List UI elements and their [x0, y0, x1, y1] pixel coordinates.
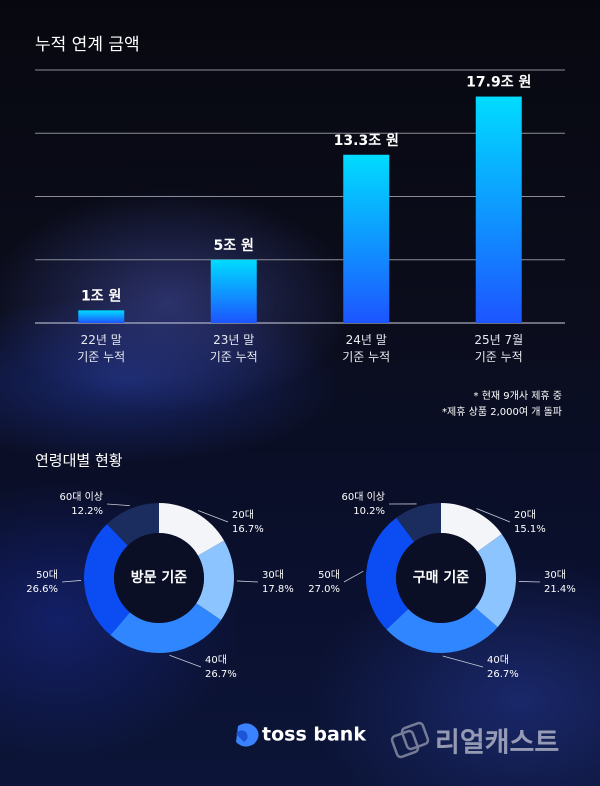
slice-value: 26.7%	[487, 669, 519, 680]
value-label: 1조 원	[81, 288, 121, 304]
leader-line	[197, 510, 229, 523]
leader-line	[236, 580, 259, 583]
center-label: 방문 기준	[131, 569, 188, 586]
note: * 현재 9개사 제휴 중	[474, 390, 562, 402]
watermark: 리얼캐스트	[390, 721, 559, 759]
leader-line	[169, 654, 202, 668]
slice-label: 40대	[205, 654, 227, 666]
donut-slice	[159, 503, 225, 556]
logo-text: toss bank	[262, 724, 366, 746]
slice-value: 12.2%	[71, 506, 103, 517]
leader-line	[343, 570, 364, 583]
logo: toss bank	[236, 723, 366, 747]
x-tick-label: 24년 말 기준 누적	[342, 333, 391, 364]
donut-hole	[396, 533, 486, 623]
slice-label: 60대 이상	[59, 491, 103, 503]
donut-slice	[396, 503, 441, 542]
value-label: 17.9조 원	[466, 75, 531, 91]
slice-label: 20대	[232, 509, 254, 521]
bar	[475, 96, 522, 323]
donut-slice	[366, 517, 415, 630]
slice-label: 60대 이상	[341, 491, 385, 503]
section-title: 연령대별 현황	[35, 452, 123, 470]
leader-line	[518, 581, 541, 583]
slice-label: 50대	[318, 569, 340, 581]
value-label: 5조 원	[214, 238, 254, 254]
slice-value: 21.4%	[544, 584, 576, 595]
slice-label: 30대	[262, 569, 284, 581]
x-tick-label: 25년 7월 기준 누적	[474, 333, 524, 364]
leader-line	[106, 503, 130, 507]
donut-slice	[196, 540, 234, 621]
note: *제휴 상품 2,000여 개 돌파	[442, 406, 562, 418]
chart-title: 누적 연계 금액	[35, 35, 140, 55]
slice-label: 50대	[36, 569, 58, 581]
x-tick-label: 22년 말 기준 누적	[77, 333, 126, 364]
slice-label: 20대	[514, 509, 536, 521]
x-tick-label: 23년 말 기준 누적	[209, 333, 258, 364]
slice-label: 40대	[487, 654, 509, 666]
slice-label: 30대	[544, 569, 566, 581]
donut-slice	[475, 534, 516, 628]
slice-value: 15.1%	[514, 524, 546, 535]
donut-slice	[106, 503, 159, 546]
value-label: 13.3조 원	[334, 133, 399, 149]
donut-slice	[386, 607, 498, 653]
leader-line	[442, 655, 484, 668]
donut-slice	[83, 523, 130, 636]
slice-value: 26.7%	[205, 669, 237, 680]
center-label: 구매 기준	[413, 570, 470, 586]
slice-value: 16.7%	[232, 524, 264, 535]
bar	[210, 259, 257, 323]
donut-hole	[114, 533, 204, 623]
bar	[343, 154, 390, 323]
donut-slice	[441, 503, 502, 552]
watermark-text: 리얼캐스트	[435, 728, 559, 759]
donut-slice	[110, 603, 222, 653]
slice-value: 17.8%	[262, 584, 294, 595]
slice-value: 10.2%	[353, 506, 385, 517]
slice-value: 26.6%	[26, 584, 58, 595]
bar	[78, 310, 125, 323]
slice-value: 27.0%	[308, 584, 340, 595]
leader-line	[61, 580, 82, 583]
leader-line	[476, 508, 511, 523]
